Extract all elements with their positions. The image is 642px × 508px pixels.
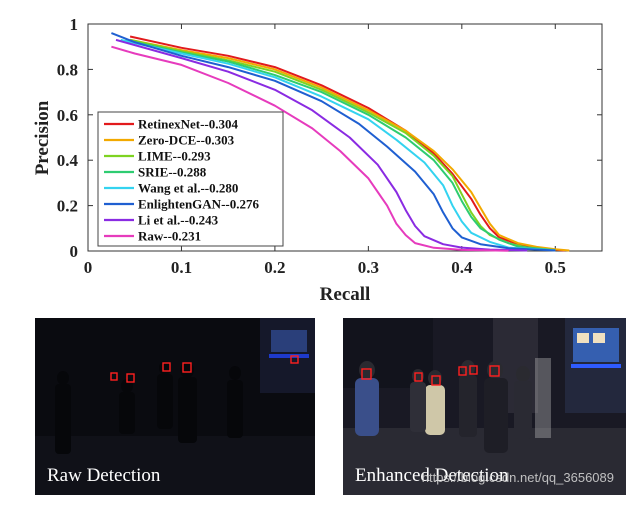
series-line-6 [115, 38, 528, 252]
x-tick-label: 0.1 [171, 258, 192, 277]
x-tick-label: 0 [84, 258, 93, 277]
y-axis-ticks: 0 0.2 0.4 0.6 0.8 1 [57, 15, 602, 261]
x-axis-title: Recall [320, 284, 371, 305]
legend-box [97, 111, 284, 247]
y-tick-label: 0.4 [57, 151, 79, 170]
series-line-1 [129, 38, 570, 252]
series-line-3 [125, 38, 556, 252]
enhanced-detection-image: Enhanced Detection https://blog.csdn.net… [343, 318, 626, 495]
x-tick-label: 0.2 [264, 258, 285, 277]
y-tick-label: 0.8 [57, 60, 78, 79]
pr-curve-chart: 0 0.1 0.2 0.3 0.4 0.5 0 0.2 0.4 0.6 0.8 1 RetinexN… [32, 15, 603, 305]
legend-entry: Wang et al.--0.280 [138, 181, 238, 196]
legend-entry: EnlightenGAN--0.276 [138, 197, 259, 212]
legend-entry: SRIE--0.288 [138, 165, 207, 180]
y-tick-label: 0.2 [57, 197, 78, 216]
legend-entry: Li et al.--0.243 [138, 213, 219, 228]
legend: RetinexNet--0.304Zero-DCE--0.303LIME--0.… [97, 111, 284, 247]
series-line-5 [111, 32, 556, 252]
series-line-7 [111, 45, 509, 252]
y-axis-title: Precision [32, 100, 53, 175]
enhanced-scene [343, 318, 626, 495]
legend-entry: RetinexNet--0.304 [138, 117, 238, 132]
x-tick-label: 0.5 [545, 258, 566, 277]
legend-entry: Raw--0.231 [138, 229, 201, 244]
x-tick-label: 0.4 [451, 258, 473, 277]
y-tick-label: 0 [70, 242, 79, 261]
raw-detection-image: Raw Detection [35, 318, 315, 495]
watermark-url: https://blog.csdn.net/qq_3656089 [421, 470, 614, 485]
series-line-4 [120, 38, 556, 252]
series-lines [111, 32, 570, 252]
enhanced-detection-boxes [361, 365, 500, 386]
raw-scene [35, 318, 315, 495]
legend-entry: Zero-DCE--0.303 [138, 133, 235, 148]
legend-entry: LIME--0.293 [138, 149, 211, 164]
x-tick-label: 0.3 [358, 258, 379, 277]
enhanced-detection-caption: Enhanced Detection [355, 465, 509, 486]
raw-detection-boxes [110, 355, 299, 383]
y-tick-label: 1 [70, 15, 79, 34]
y-tick-label: 0.6 [57, 106, 78, 125]
raw-detection-caption: Raw Detection [47, 465, 161, 486]
x-axis-ticks: 0 0.1 0.2 0.3 0.4 0.5 [84, 24, 566, 277]
